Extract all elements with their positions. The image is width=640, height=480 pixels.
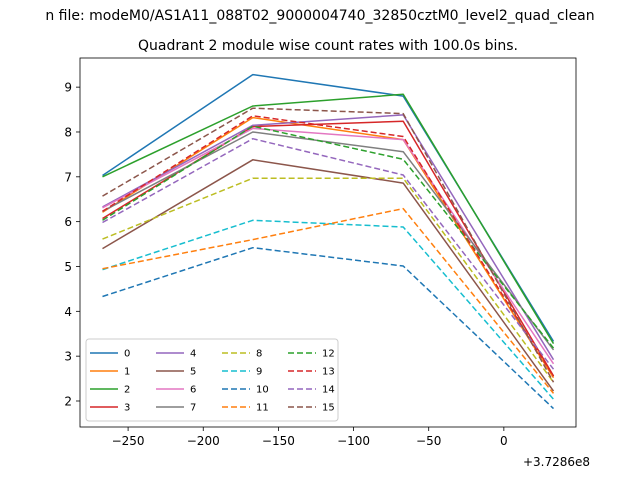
legend-label-6: 6	[190, 385, 196, 396]
x-tick-label: −100	[337, 434, 370, 448]
y-tick-label: 6	[64, 215, 72, 229]
x-tick-label: −50	[416, 434, 441, 448]
series-line-2	[102, 93, 555, 344]
x-axis-offset-label: +3.7286e8	[523, 455, 590, 469]
series-line-1	[102, 116, 555, 379]
series-line-13	[102, 115, 555, 377]
legend-label-9: 9	[256, 367, 262, 378]
series-line-11	[102, 207, 555, 394]
legend-label-3: 3	[124, 403, 130, 414]
axes-frame	[79, 57, 577, 428]
y-tick-label: 5	[64, 260, 72, 274]
y-tick-label: 9	[64, 81, 72, 95]
y-axis-ticks: 2 3 4 5 6 7 8 9	[64, 81, 80, 408]
y-tick-label: 8	[64, 125, 72, 139]
legend-label-10: 10	[256, 385, 269, 396]
y-tick-label: 4	[64, 305, 72, 319]
y-tick-label: 3	[64, 350, 72, 364]
x-tick-label: −200	[187, 434, 220, 448]
legend-label-14: 14	[322, 385, 335, 396]
legend-label-1: 1	[124, 367, 130, 378]
legend-box	[85, 338, 339, 422]
legend-label-11: 11	[256, 403, 269, 414]
x-tick-label: 0	[500, 434, 508, 448]
series-line-14	[102, 137, 555, 370]
y-tick-label: 2	[64, 394, 72, 408]
legend-label-7: 7	[190, 403, 196, 414]
series-line-15	[102, 107, 555, 383]
figure-suptitle: n file: modeM0/AS1A11_088T02_9000004740_…	[45, 8, 594, 24]
legend-label-2: 2	[124, 385, 130, 396]
legend-label-13: 13	[322, 367, 335, 378]
series-line-8	[102, 177, 555, 383]
x-tick-label: −150	[262, 434, 295, 448]
legend-label-12: 12	[322, 349, 335, 360]
series-line-5	[102, 159, 555, 392]
plot-lines	[102, 73, 555, 410]
series-line-9	[102, 219, 555, 400]
series-line-7	[102, 131, 555, 351]
x-axis-ticks: −250 −200 −150 −100 −50 0	[112, 427, 508, 448]
plot-area-border	[79, 57, 577, 428]
legend-label-8: 8	[256, 349, 262, 360]
legend-label-4: 4	[190, 349, 196, 360]
y-tick-label: 7	[64, 170, 72, 184]
legend-label-5: 5	[190, 367, 196, 378]
legend-label-0: 0	[124, 349, 130, 360]
legend-label-15: 15	[322, 403, 335, 414]
chart-title: Quadrant 2 module wise count rates with …	[138, 38, 518, 54]
x-tick-label: −250	[112, 434, 145, 448]
series-line-12	[102, 125, 555, 349]
series-line-4	[102, 114, 555, 361]
